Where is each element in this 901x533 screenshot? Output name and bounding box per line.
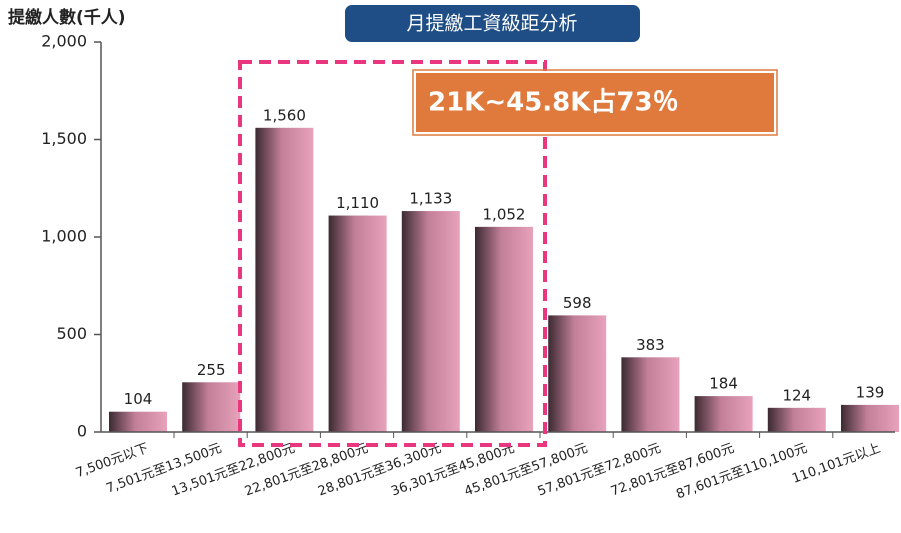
x-tick-label: 45,801元至57,800元 [462,441,589,500]
x-tick-label: 13,501元至22,800元 [170,441,297,500]
x-tick-label: 87,601元至110,100元 [674,441,809,502]
annotation: 21K~45.8K占73％ [428,88,679,118]
value-label: 255 [197,361,226,379]
x-tick-label: 36,301元至45,800元 [389,441,516,500]
annotation-box [414,71,776,134]
value-label: 1,110 [336,194,379,212]
x-tick-label: 57,801元至72,800元 [536,441,663,500]
bar [621,357,680,432]
value-label: 184 [709,375,738,393]
title-box [345,5,640,42]
value-label: 104 [124,390,153,408]
y-tick-label: 0 [77,422,87,441]
bar [694,396,753,432]
x-tick-label: 72,801元至87,600元 [609,441,736,500]
annotation-border [412,69,778,136]
highlight-box [238,60,547,447]
x-tick-label: 28,801元至36,300元 [316,441,443,500]
y-tick-label: 2,000 [41,32,87,51]
bar [475,226,533,432]
y-tick-label: 500 [56,324,87,343]
bar [841,404,899,432]
bar [109,411,167,432]
value-label: 1,052 [483,205,526,223]
value-label: 598 [563,294,592,312]
bar [328,215,387,432]
x-tick-label: 22,801元至28,800元 [243,441,370,500]
bar [548,315,607,432]
chart-title: 月提繳工資級距分析 [406,13,577,35]
value-label: 383 [636,336,665,354]
value-label: 124 [782,386,811,404]
y-tick-label: 1,000 [41,227,87,246]
value-label: 1,133 [409,190,452,208]
bar [401,211,460,432]
y-tick-label: 1,500 [41,129,87,148]
bar [255,127,314,433]
value-label: 1,560 [263,106,306,124]
value-label: 139 [856,383,885,401]
bar [767,407,826,432]
bar [182,382,241,432]
y-axis-label: 提繳人數(千人) [8,7,126,28]
